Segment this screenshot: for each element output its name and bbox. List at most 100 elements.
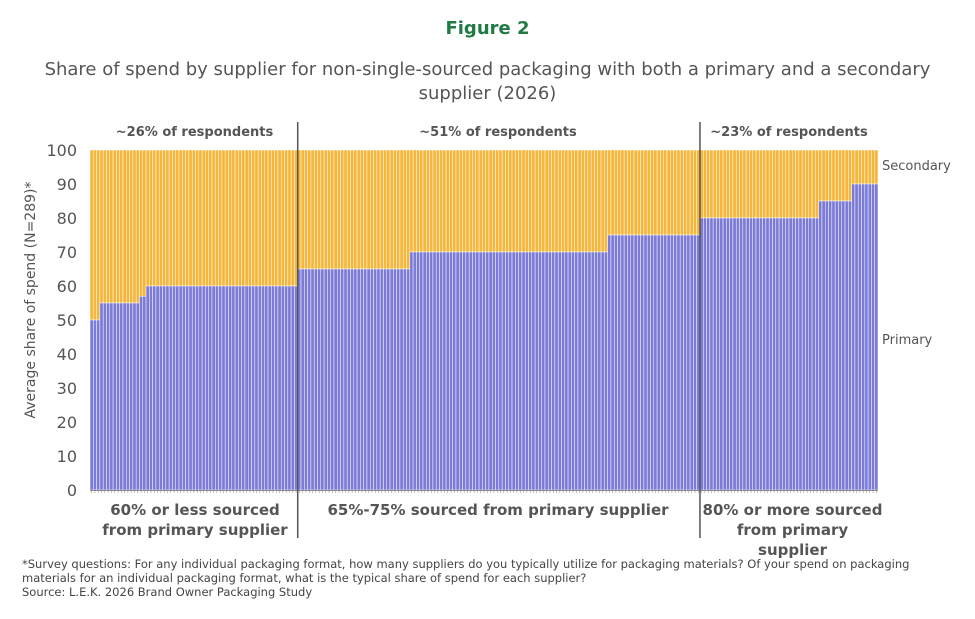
secondary-bar	[482, 149, 486, 253]
secondary-bar	[231, 149, 236, 287]
primary-bar	[129, 302, 134, 491]
primary-bar	[475, 251, 480, 491]
secondary-bar	[587, 149, 592, 253]
secondary-bar	[323, 149, 328, 270]
primary-bar	[831, 200, 836, 491]
secondary-bar	[248, 149, 252, 287]
primary-bar	[244, 285, 249, 491]
secondary-bar	[824, 149, 829, 202]
secondary-bar	[772, 149, 777, 219]
secondary-bar	[106, 149, 111, 304]
secondary-bar	[215, 149, 219, 287]
secondary-bar	[330, 149, 335, 270]
primary-bar	[871, 183, 875, 491]
primary-bar	[406, 268, 411, 491]
secondary-bar	[640, 149, 645, 236]
primary-bar	[495, 251, 500, 491]
primary-bar	[175, 285, 180, 491]
secondary-bar	[116, 149, 120, 304]
primary-bar	[102, 302, 107, 491]
secondary-bar	[670, 149, 674, 236]
secondary-bar	[422, 149, 427, 253]
group-top-label-3: ~23% of respondents	[710, 125, 868, 140]
secondary-bar	[841, 149, 846, 202]
secondary-bar	[165, 149, 170, 287]
primary-bar	[323, 268, 328, 491]
primary-bar	[706, 217, 711, 491]
secondary-bar	[366, 149, 371, 270]
secondary-bar	[459, 149, 463, 253]
primary-bar	[122, 302, 127, 491]
primary-bar	[491, 251, 496, 491]
primary-bar	[778, 217, 783, 491]
secondary-bar	[191, 149, 196, 287]
secondary-bar	[848, 149, 852, 202]
primary-bar	[557, 251, 562, 491]
primary-bar	[182, 285, 186, 491]
primary-bar	[663, 234, 668, 491]
secondary-bar	[432, 149, 437, 253]
primary-bar	[716, 217, 720, 491]
chart-title: Share of spend by supplier for non-singl…	[44, 59, 931, 104]
legend-secondary: Secondary	[882, 159, 951, 174]
secondary-bar	[145, 149, 150, 287]
secondary-bar	[706, 149, 711, 219]
secondary-bar	[142, 149, 147, 297]
primary-bar	[284, 285, 289, 491]
secondary-bar	[597, 149, 602, 253]
primary-bar	[320, 268, 325, 491]
secondary-bar	[472, 149, 477, 253]
primary-bar	[792, 217, 796, 491]
secondary-bar	[109, 149, 114, 304]
secondary-bar	[261, 149, 265, 287]
secondary-bar	[854, 149, 859, 185]
secondary-bar	[198, 149, 203, 287]
secondary-bar	[838, 149, 842, 202]
primary-bar	[554, 251, 559, 491]
primary-bar	[271, 285, 275, 491]
secondary-bar	[538, 149, 542, 253]
secondary-bar	[666, 149, 671, 236]
secondary-bar	[610, 149, 615, 236]
primary-bar	[465, 251, 470, 491]
primary-bar	[594, 251, 598, 491]
secondary-bar	[561, 149, 566, 253]
secondary-bar	[274, 149, 279, 287]
secondary-bar	[646, 149, 651, 236]
primary-bar	[307, 268, 312, 491]
secondary-bar	[363, 149, 368, 270]
secondary-bar	[818, 149, 823, 202]
primary-bar	[544, 251, 549, 491]
primary-bar	[752, 217, 757, 491]
primary-bar	[277, 285, 282, 491]
primary-bar	[627, 234, 631, 491]
group-bottom-label-1: 60% or less sourced from primary supplie…	[102, 501, 288, 539]
secondary-bar	[333, 149, 338, 270]
secondary-bar	[429, 149, 434, 253]
primary-bar	[201, 285, 206, 491]
secondary-bar	[689, 149, 694, 236]
secondary-bar	[241, 149, 246, 287]
secondary-bar	[442, 149, 447, 253]
primary-bar	[864, 183, 869, 491]
secondary-bar	[541, 149, 546, 253]
secondary-bar	[158, 149, 163, 287]
primary-bar	[231, 285, 236, 491]
y-tick-label: 50	[57, 311, 77, 330]
secondary-bar	[765, 149, 770, 219]
secondary-bar	[739, 149, 744, 219]
primary-bar	[218, 285, 223, 491]
secondary-bar	[126, 149, 130, 304]
primary-bar	[676, 234, 681, 491]
secondary-bar	[468, 149, 473, 253]
primary-bar	[287, 285, 292, 491]
secondary-bar	[515, 149, 519, 253]
primary-bar	[749, 217, 753, 491]
secondary-bar	[485, 149, 490, 253]
primary-bar	[168, 285, 173, 491]
primary-bar	[828, 200, 833, 491]
primary-bar	[505, 251, 509, 491]
secondary-bar	[346, 149, 351, 270]
primary-bar	[422, 251, 427, 491]
figure-label: Figure 2	[445, 18, 530, 39]
